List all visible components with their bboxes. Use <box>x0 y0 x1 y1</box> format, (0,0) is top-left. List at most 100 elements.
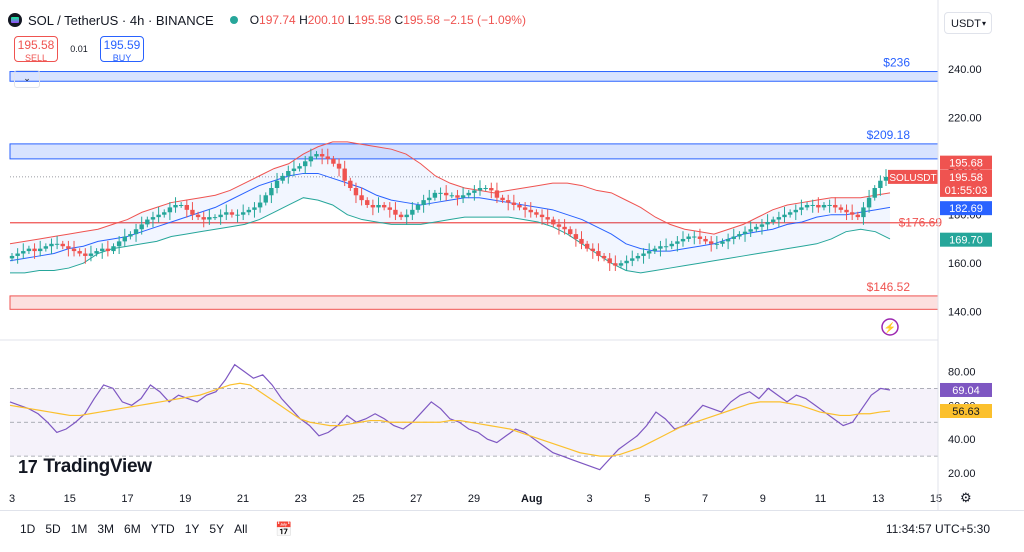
candle-body <box>804 204 810 208</box>
range-3m[interactable]: 3M <box>97 522 115 536</box>
candle-body <box>54 243 60 245</box>
candle-body <box>71 248 77 252</box>
candle-body <box>658 246 663 249</box>
range-1m[interactable]: 1M <box>70 522 88 536</box>
candle-body <box>455 195 460 198</box>
rsi-line <box>9 363 891 471</box>
candle-body <box>60 243 65 247</box>
candle-body <box>827 204 832 206</box>
price-label-box <box>940 182 992 197</box>
candle-body <box>878 180 883 188</box>
candle-body <box>21 251 26 254</box>
candle-body <box>128 234 133 237</box>
candle-body <box>190 209 195 215</box>
ohlc-c-key: C <box>394 13 404 27</box>
candle-body <box>286 171 291 176</box>
candle-body <box>88 253 94 256</box>
range-all[interactable]: All <box>234 522 248 536</box>
time-tick: 7 <box>702 493 708 505</box>
range-5y[interactable]: 5Y <box>209 522 225 536</box>
candle-body <box>398 214 404 218</box>
candle-body <box>274 180 280 188</box>
ohlc-low: 195.58 <box>354 13 392 27</box>
candle-body <box>782 214 787 218</box>
chevron-down-icon: ▾ <box>981 19 986 28</box>
rsi-label: 69.04 <box>952 385 980 397</box>
candle-body <box>551 219 556 225</box>
candle-body <box>438 192 443 194</box>
candle-body <box>731 236 736 239</box>
candle-body <box>568 229 573 235</box>
candle-body <box>240 212 246 215</box>
price-label: 01:55:03 <box>945 185 988 197</box>
candle-body <box>601 255 607 259</box>
buy-button[interactable]: 195.59 BUY <box>100 36 144 63</box>
candle-body <box>754 226 759 230</box>
candle-body <box>635 255 641 259</box>
candle-body <box>810 204 815 206</box>
ohlc-open: 197.74 <box>259 13 296 27</box>
candle-body <box>466 192 471 196</box>
candle-body <box>432 192 438 198</box>
candle-body <box>646 251 652 254</box>
candle-body <box>122 236 127 242</box>
rsi-label: 56.63 <box>952 406 980 418</box>
candle-body <box>714 243 720 245</box>
range-1y[interactable]: 1Y <box>184 522 200 536</box>
ohlc-close: 195.58 <box>403 13 440 27</box>
candle-body <box>709 241 714 244</box>
trade-panel: 195.58 SELL 0.01 195.59 BUY <box>14 36 144 63</box>
rsi-ma-line <box>9 382 891 457</box>
candle-body <box>539 214 545 218</box>
candle-body <box>342 168 347 181</box>
candle-body <box>37 248 43 252</box>
candle-body <box>686 236 691 239</box>
candle-body <box>573 234 579 239</box>
symbol-tag-text: SOLUSDT <box>889 173 936 184</box>
candle-body <box>365 200 370 205</box>
collapse-legend-button[interactable]: ⌄ <box>14 70 40 88</box>
chevron-down-icon: ⌄ <box>23 73 31 83</box>
time-tick: 15 <box>930 493 942 505</box>
calendar-icon[interactable]: 📅 <box>275 520 293 537</box>
candle-body <box>201 217 206 220</box>
settings-gear-icon[interactable]: ⚙ <box>960 490 972 505</box>
sell-button[interactable]: 195.58 SELL <box>14 36 58 63</box>
candle-body <box>528 209 533 213</box>
price-label-box <box>940 201 992 216</box>
candle-body <box>370 204 376 208</box>
candle-body <box>252 207 257 210</box>
candle-body <box>133 229 139 235</box>
range-ytd[interactable]: YTD <box>150 522 175 536</box>
candle-body <box>280 175 285 181</box>
candle-body <box>799 207 804 210</box>
candle-body <box>404 214 409 218</box>
bb-fill <box>10 141 890 273</box>
candle-body <box>94 251 99 254</box>
candle-body <box>162 212 167 215</box>
range-6m[interactable]: 6M <box>124 522 141 536</box>
currency-select[interactable]: USDT ▾ <box>944 12 992 34</box>
time-tick: Aug <box>521 493 542 505</box>
candle-body <box>9 255 15 259</box>
ohlc-h-key: H <box>299 13 308 27</box>
candle-body <box>178 204 184 206</box>
price-label-box <box>940 169 992 184</box>
candle-body <box>545 217 550 220</box>
lightning-glyph: ⚡ <box>884 321 896 334</box>
symbol-title[interactable]: SOL / TetherUS · 4h · BINANCE <box>28 12 214 28</box>
candle-body <box>348 180 353 188</box>
range-1d[interactable]: 1D <box>20 522 36 536</box>
price-tick: 140.00 <box>948 307 982 319</box>
candle-body <box>607 258 612 264</box>
candle-body <box>224 212 229 215</box>
candle-body <box>590 248 595 252</box>
range-5d[interactable]: 5D <box>45 522 61 536</box>
buy-label: BUY <box>112 53 132 63</box>
candle-body <box>793 209 798 213</box>
clock-readout[interactable]: 11:34:57 UTC+5:30 <box>885 522 990 536</box>
candle-body <box>816 204 821 208</box>
rsi-tick: 40.00 <box>948 434 976 446</box>
candle-body <box>866 197 872 208</box>
